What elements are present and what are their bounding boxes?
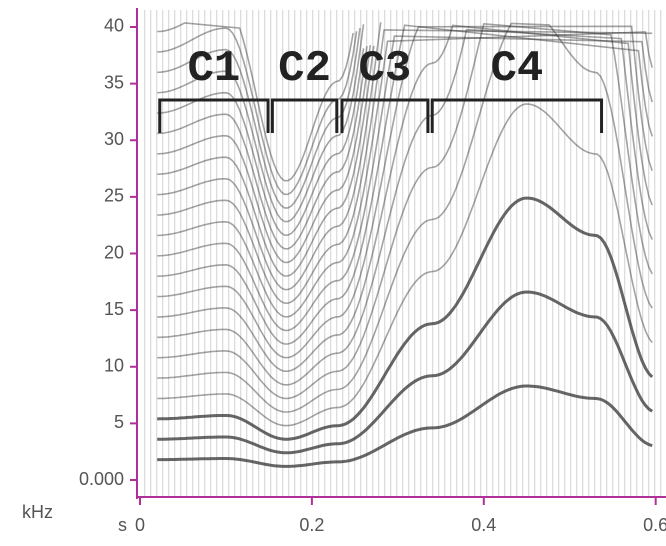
harmonic-line — [157, 22, 653, 413]
harmonic-line — [157, 196, 654, 441]
bracket — [158, 98, 270, 133]
harmonic-line — [157, 28, 653, 386]
harmonic-line — [157, 24, 653, 345]
harmonic-line — [157, 24, 653, 372]
y-tick-label: 35 — [104, 72, 124, 92]
harmonic-line — [157, 46, 368, 250]
harmonic-line — [157, 48, 365, 237]
y-tick-label: 25 — [104, 186, 124, 206]
harmonic-line — [157, 31, 653, 318]
harmonic-line — [157, 45, 375, 277]
annotation-label: C2 — [278, 44, 331, 94]
harmonic-line — [157, 103, 653, 427]
harmonic-line — [157, 27, 361, 209]
bracket — [340, 98, 430, 133]
y-tick-label: 40 — [104, 16, 124, 36]
y-unit: kHz — [22, 502, 53, 522]
annotation-label: C4 — [490, 44, 543, 94]
y-tick-label: 15 — [104, 299, 124, 319]
y-tick-label: 10 — [104, 356, 124, 376]
harmonic-line — [157, 35, 653, 332]
bracket — [270, 98, 339, 133]
x-unit: s — [118, 515, 127, 535]
harmonic-line — [157, 25, 653, 359]
harmonic-line — [157, 27, 358, 196]
x-tick-label: 0.4 — [471, 515, 496, 535]
x-tick-label: 0 — [135, 515, 145, 535]
x-tick-label: 0.2 — [299, 515, 324, 535]
y-tick-label: 30 — [104, 129, 124, 149]
y-tick-label: 20 — [104, 242, 124, 262]
bracket — [430, 98, 604, 133]
annotation-label: C1 — [188, 44, 241, 94]
harmonics — [157, 22, 654, 468]
y-tick-label: 5 — [114, 412, 124, 432]
harmonic-line — [157, 22, 653, 400]
y-tick-label: 0.000 — [79, 469, 124, 489]
harmonic-line — [157, 22, 382, 291]
harmonic-line — [157, 24, 365, 223]
harmonic-line — [157, 22, 354, 182]
harmonic-line — [157, 290, 654, 455]
harmonic-line — [157, 29, 653, 305]
annotation-label: C3 — [359, 44, 412, 94]
x-tick-label: 0.6 — [643, 515, 666, 535]
harmonic-line — [157, 44, 372, 264]
harmonic-line — [157, 384, 653, 468]
